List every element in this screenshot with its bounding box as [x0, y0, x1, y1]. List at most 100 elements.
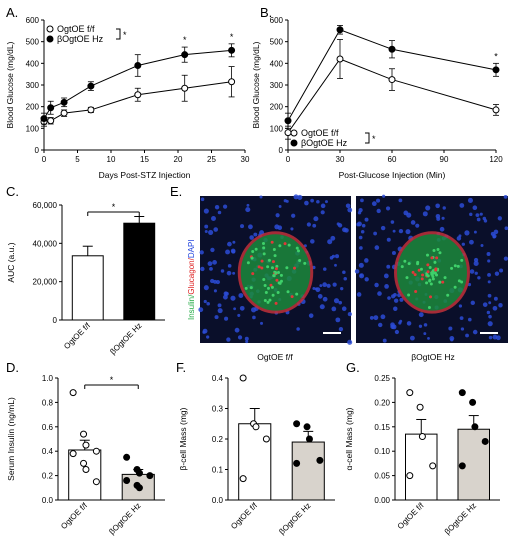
y-tick-label: 60,000: [33, 201, 58, 210]
islet-cell: [431, 269, 435, 273]
dapi-nucleus: [435, 203, 440, 209]
dapi-nucleus: [450, 338, 454, 342]
significance-star: *: [110, 375, 114, 385]
islet-cell: [450, 266, 454, 270]
dapi-nucleus: [323, 267, 327, 271]
legend-marker: [46, 25, 54, 33]
dapi-nucleus: [347, 207, 353, 213]
dapi-nucleus: [199, 250, 204, 255]
islet-cell: [244, 286, 248, 290]
islet-cell: [429, 282, 433, 286]
dapi-nucleus: [410, 220, 416, 225]
dapi-nucleus: [427, 336, 430, 340]
islet-cell: [277, 281, 281, 285]
islet-cell: [285, 266, 289, 270]
dapi-nucleus: [358, 262, 364, 268]
dapi-nucleus: [387, 296, 391, 300]
islet-cell: [420, 277, 424, 281]
dapi-nucleus: [203, 208, 209, 214]
dapi-nucleus: [394, 329, 400, 335]
dapi-nucleus: [393, 298, 399, 303]
dapi-nucleus: [209, 266, 213, 271]
panel-label-e: E.: [170, 184, 182, 199]
y-tick-label: 0.25: [374, 374, 390, 383]
stain-label: Insulin/Glucagon/DAPI: [187, 240, 196, 321]
y-tick-label: 0: [35, 146, 40, 155]
stain-glucagon: Glucagon/: [187, 257, 196, 294]
dapi-nucleus: [347, 339, 353, 345]
dapi-nucleus: [316, 199, 320, 204]
individual-point: [458, 389, 466, 397]
x-category-label: OgtOE f/f: [59, 501, 89, 531]
dapi-nucleus: [475, 213, 480, 217]
dapi-nucleus: [220, 269, 225, 273]
y-tick-label: 0.0: [42, 496, 54, 505]
islet-cell: [266, 300, 270, 304]
dapi-nucleus: [415, 223, 420, 228]
dapi-nucleus: [342, 270, 346, 275]
individual-point: [471, 423, 479, 431]
y-tick-label: 0.4: [42, 447, 54, 456]
islet-cell: [270, 240, 274, 244]
dapi-nucleus: [308, 313, 314, 318]
dapi-nucleus: [503, 256, 509, 261]
stain-dapi: DAPI: [187, 240, 196, 259]
islet-cell: [431, 277, 435, 281]
dapi-nucleus: [487, 321, 493, 327]
dapi-nucleus: [227, 264, 232, 268]
dapi-nucleus: [331, 306, 337, 312]
dapi-nucleus: [215, 279, 221, 285]
individual-point: [239, 475, 247, 483]
islet-cell: [254, 247, 258, 251]
dapi-nucleus: [214, 315, 219, 320]
dapi-nucleus: [324, 200, 328, 204]
panel-label-c: C.: [6, 184, 19, 199]
dapi-nucleus: [486, 252, 491, 257]
dapi-nucleus: [310, 198, 314, 203]
islet-cell: [400, 265, 404, 269]
islet-cell: [427, 305, 431, 309]
x-tick-label: 15: [140, 155, 149, 164]
x-tick-label: 60: [388, 155, 397, 164]
dapi-nucleus: [423, 332, 427, 336]
dapi-nucleus: [391, 251, 396, 256]
bar: [291, 441, 325, 501]
dapi-nucleus: [398, 321, 402, 325]
individual-point: [239, 374, 247, 382]
dapi-nucleus: [459, 316, 464, 320]
islet-cell: [295, 292, 299, 296]
micrograph-hz: [354, 194, 509, 343]
islet-cell: [250, 256, 254, 260]
y-tick-label: 0: [279, 146, 284, 155]
data-point: [228, 78, 236, 86]
individual-point: [123, 476, 131, 484]
individual-point: [293, 420, 301, 428]
x-tick-label: 90: [440, 155, 449, 164]
islet-cell: [267, 258, 271, 262]
legend-marker: [290, 129, 298, 137]
chart-alpha-cell-mass: 0.00 0.05 0.10 0.15 0.20 0.25 α-cell Mass (mg)…: [344, 374, 500, 536]
dapi-nucleus: [329, 256, 334, 260]
islet-cell: [262, 278, 266, 282]
individual-point: [80, 459, 88, 467]
islet-cell: [264, 290, 268, 294]
dapi-nucleus: [312, 223, 317, 228]
islet-cell: [251, 249, 255, 253]
dapi-nucleus: [493, 229, 499, 235]
dapi-nucleus: [487, 272, 491, 277]
significance-star: *: [112, 202, 116, 212]
dapi-nucleus: [203, 299, 207, 304]
individual-point: [429, 462, 437, 470]
y-tick-label: 400: [270, 59, 284, 68]
legend-label: βOgtOE Hz: [301, 138, 348, 148]
islet-cell: [274, 267, 278, 271]
dapi-nucleus: [497, 216, 502, 221]
dapi-nucleus: [319, 284, 323, 288]
y-tick-label: 0.10: [374, 447, 390, 456]
dapi-nucleus: [278, 205, 282, 208]
data-point: [40, 115, 48, 123]
islet-cell: [287, 243, 291, 247]
dapi-nucleus: [337, 223, 343, 228]
individual-point: [303, 423, 311, 431]
significance-star: *: [494, 51, 498, 61]
